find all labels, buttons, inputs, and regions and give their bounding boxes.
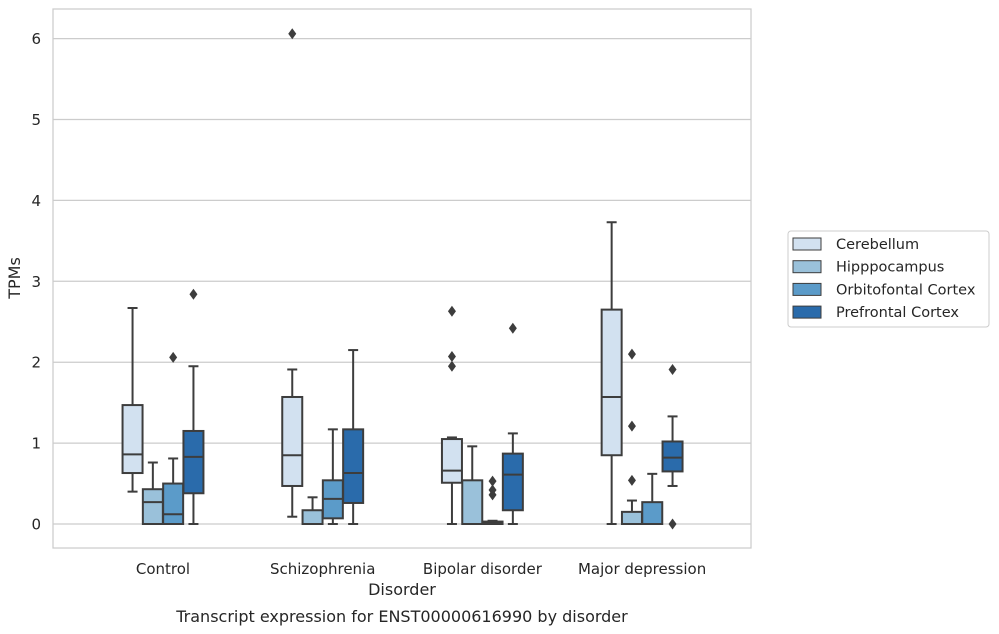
box-prefrontal-cortex [182,288,205,525]
box-orbitofontal-cortex [481,475,504,525]
x-tick-label: Schizophrenia [270,560,375,578]
outlier-point [508,322,517,334]
legend: Cerebellum Hipppocampus Orbitofontal Corte… [787,230,990,328]
outlier-point [189,288,198,300]
box-body [182,429,205,495]
legend-swatch [792,305,822,319]
chart-caption: Transcript expression for ENST0000061699… [175,607,628,626]
box-body [661,440,684,473]
outlier-point [627,474,636,486]
box-hipppocampus [461,445,484,525]
box-prefrontal-cortex [342,349,365,525]
outlier-point [627,348,636,360]
y-tick-label: 2 [31,354,41,372]
x-tick-label: Bipolar disorder [423,560,543,578]
box-body [141,488,164,526]
box-orbitofontal-cortex [641,472,664,526]
outlier-point [447,360,456,372]
y-tick-label: 1 [31,435,41,453]
box-hipppocampus [301,496,324,526]
outlier-point [668,363,677,375]
legend-label: Orbitofontal Cortex [836,282,976,298]
y-axis-label: TPMs [5,257,24,300]
box-prefrontal-cortex [501,322,524,525]
box-body [342,428,365,504]
outlier-point [488,484,497,496]
x-tick-label: Control [136,560,190,578]
box-body [301,509,324,526]
legend-label: Hipppocampus [836,260,944,276]
box-body [281,395,304,487]
legend-swatch [792,260,822,274]
box-prefrontal-cortex [661,363,684,530]
box-body [162,482,185,525]
y-tick-label: 6 [31,30,41,48]
box-hipppocampus [141,461,164,526]
outlier-point [488,475,497,487]
y-tick-label: 4 [31,192,41,210]
plot-frame [52,8,752,549]
box-body [501,452,524,512]
y-tick-label: 3 [31,273,41,291]
box-body [121,404,144,475]
legend-label: Prefrontal Cortex [836,305,959,321]
outlier-point [447,351,456,363]
box-body [440,438,463,484]
y-tick-label: 5 [31,111,41,129]
box-body [641,501,664,526]
y-tick-label: 0 [31,516,41,534]
y-tick-labels: 0 1 2 3 4 5 6 [31,30,41,533]
outlier-point [288,28,297,40]
legend-frame [787,230,990,328]
gridlines [53,37,751,525]
legend-label: Cerebellum [836,237,919,253]
box-layer [121,28,684,530]
box-body [461,479,484,525]
box-cerebellum [600,221,623,525]
outlier-point [627,420,636,432]
outlier-point [668,518,677,530]
box-hipppocampus [620,348,643,525]
x-axis-label: Disorder [368,580,436,599]
legend-swatch [792,237,822,251]
box-body [620,510,643,525]
outlier-point [169,351,178,363]
box-cerebellum [121,306,144,493]
box-cerebellum [440,305,463,525]
x-tick-labels: Control Schizophrenia Bipolar disorder Majo… [136,560,706,578]
box-cerebellum [281,28,304,518]
box-orbitofontal-cortex [321,428,344,525]
box-body [600,308,623,457]
x-tick-label: Major depression [578,560,706,578]
legend-swatch [792,282,822,296]
box-orbitofontal-cortex [162,351,185,525]
outlier-point [447,305,456,317]
